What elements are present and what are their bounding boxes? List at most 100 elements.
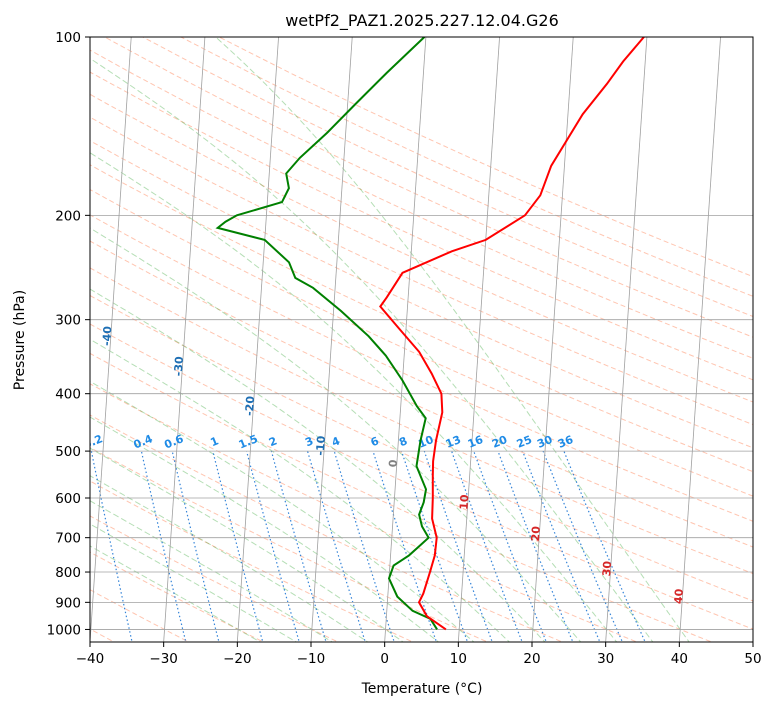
mixing-ratio-label: 36: [556, 433, 575, 451]
background-lines: [45, 37, 753, 644]
isotherm-label: 10: [457, 494, 471, 511]
mixing-ratio-line: [246, 450, 300, 642]
dry-adiabat: [90, 240, 753, 548]
dry-adiabat: [90, 589, 190, 642]
mixing-ratio-line: [212, 450, 264, 642]
mixing-ratio-label: 13: [444, 433, 463, 451]
mixing-ratio-label: 16: [466, 433, 485, 451]
mixing-ratio-line: [423, 450, 493, 642]
moist-adiabat: [90, 57, 654, 642]
dry-adiabat: [180, 37, 753, 297]
dry-adiabat: [90, 414, 564, 642]
x-axis: −40 −30 −20 −10 0 10 20 30 40 50: [76, 642, 762, 667]
y-tick-label: 500: [55, 444, 81, 460]
mixing-ratio-line: [563, 450, 646, 642]
x-tick-label: −20: [223, 651, 252, 667]
isotherm-label: 40: [672, 588, 686, 605]
moist-adiabat: [90, 288, 546, 642]
x-tick-label: −10: [297, 651, 326, 667]
isotherm: [457, 37, 500, 642]
isotherm: [752, 636, 753, 642]
y-tick-label: 100: [55, 30, 81, 46]
x-axis-label: Temperature (°C): [361, 681, 483, 697]
mixing-ratio-label: 20: [490, 433, 509, 451]
mixing-ratio-line: [140, 450, 187, 642]
dewpoint-line: [215, 37, 438, 630]
isotherm: [310, 37, 353, 642]
isotherm-label: -10: [314, 435, 328, 456]
mixing-ratio-line: [451, 450, 523, 642]
mixing-ratio-line: [542, 450, 624, 642]
mixing-ratio-label: 2: [267, 434, 279, 449]
isotherm: [384, 37, 427, 642]
moist-adiabat: [90, 416, 440, 642]
dry-adiabat: [104, 37, 753, 338]
isotherm-label: 0: [387, 459, 401, 468]
moist-adiabat: [90, 500, 334, 642]
dry-adiabat: [90, 164, 753, 473]
moist-adiabat: [215, 37, 690, 642]
x-tick-label: −40: [76, 651, 105, 667]
mixing-ratio-line: [171, 450, 220, 642]
dry-adiabat: [90, 71, 753, 381]
mixing-ratio-line: [45, 451, 83, 644]
mixing-ratio-label: 8: [397, 434, 409, 449]
mixing-ratio-label: 25: [515, 433, 534, 451]
y-tick-label: 700: [55, 531, 81, 547]
y-tick-label: 200: [55, 208, 81, 224]
y-tick-label: 1000: [47, 622, 81, 638]
y-tick-label: 600: [55, 491, 81, 507]
profiles: [215, 37, 645, 631]
isotherm-label: -40: [100, 325, 114, 346]
dry-adiabat: [142, 37, 753, 318]
mixing-ratio-line: [473, 450, 547, 642]
isotherm: [531, 37, 574, 642]
line-labels: -100-90-80-70-60-50-40-30-20-10010203040…: [29, 286, 686, 605]
y-tick-label: 900: [55, 595, 81, 611]
x-tick-label: 50: [744, 651, 761, 667]
x-tick-label: −30: [149, 651, 178, 667]
temperature-line: [379, 37, 645, 631]
mixing-ratio-line: [522, 450, 601, 642]
mixing-ratio-line: [333, 450, 395, 642]
isotherm-label: 30: [600, 560, 614, 577]
dry-adiabat: [90, 323, 753, 630]
isotherm-label: -30: [172, 356, 186, 377]
mixing-ratio-label: 1: [209, 434, 221, 449]
isotherm: [163, 37, 206, 642]
y-axis: 100 200 300 400 500 600 700 800 900 1000: [47, 30, 90, 638]
dry-adiabat: [90, 188, 753, 497]
y-tick-label: 300: [55, 313, 81, 329]
isotherm-label: 20: [529, 525, 543, 542]
mixing-ratio-label: 0.2: [82, 432, 105, 451]
plot-frame: [89, 36, 754, 643]
isotherm: [236, 37, 279, 642]
dry-adiabat: [90, 294, 753, 602]
isotherm-label: -50: [29, 286, 43, 307]
dry-adiabat: [90, 480, 415, 642]
moist-adiabat: [90, 152, 618, 642]
mixing-ratio-label: 30: [535, 433, 554, 451]
y-axis-label: Pressure (hPa): [12, 290, 28, 390]
x-tick-label: 40: [671, 651, 688, 667]
dry-adiabat: [90, 116, 753, 426]
dry-adiabat: [90, 446, 489, 642]
isotherm: [90, 37, 132, 642]
dry-adiabat: [90, 49, 753, 359]
mixing-ratio-label: 1.5: [237, 432, 260, 451]
dry-adiabat: [90, 214, 753, 522]
y-tick-label: 400: [55, 387, 81, 403]
isotherm-label: -20: [243, 395, 257, 416]
mixing-ratio-line: [306, 450, 366, 642]
dry-adiabat: [90, 267, 753, 575]
isotherm: [678, 37, 721, 642]
dry-adiabat: [90, 93, 753, 403]
chart-title: wetPf2_PAZ1.2025.227.12.04.G26: [285, 11, 559, 31]
x-tick-label: 0: [380, 651, 389, 667]
dry-adiabat: [90, 515, 340, 642]
dry-adiabat: [218, 37, 753, 278]
mixing-ratio-line: [372, 450, 438, 642]
mixing-ratio-line: [270, 450, 327, 642]
moist-adiabat: [90, 523, 298, 642]
